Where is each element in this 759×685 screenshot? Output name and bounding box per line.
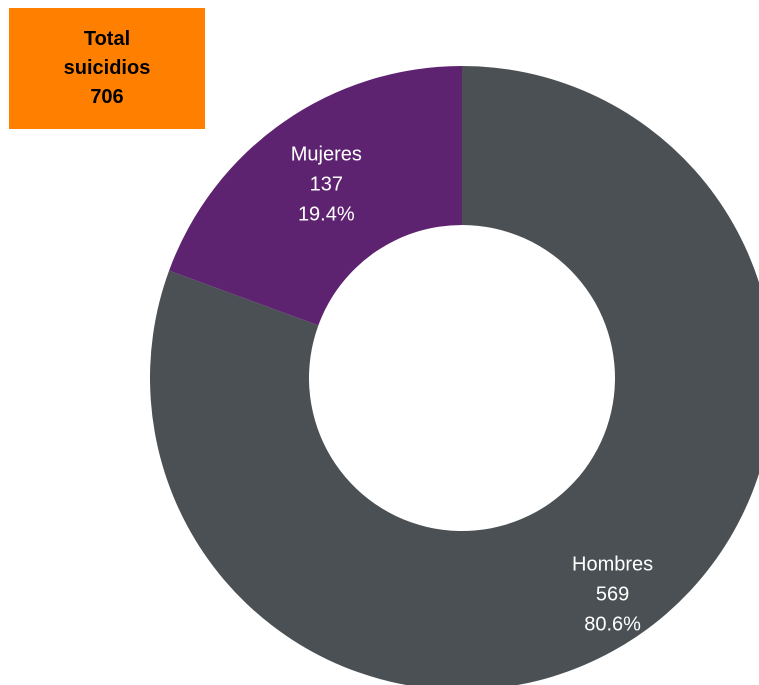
donut-slices xyxy=(150,66,759,685)
donut-labels: Hombres 569 80.6% Mujeres 137 19.4% xyxy=(291,144,653,636)
slice-label-value-hombres: 569 xyxy=(596,584,629,606)
slice-label-percent-mujeres: 19.4% xyxy=(298,204,355,226)
total-box-line-3: 706 xyxy=(90,86,124,108)
donut-slice-hombres xyxy=(150,66,759,685)
total-box-line-1: Total xyxy=(83,28,131,50)
total-box-line-2: suicidios xyxy=(63,57,151,79)
slice-label-name-hombres: Hombres xyxy=(572,554,653,576)
slice-label-value-mujeres: 137 xyxy=(310,174,343,196)
total-suicides-box: Total suicidios 706 xyxy=(9,8,205,129)
slice-label-name-mujeres: Mujeres xyxy=(291,144,362,166)
slice-label-percent-hombres: 80.6% xyxy=(584,614,641,636)
donut-slice-mujeres xyxy=(169,66,462,326)
